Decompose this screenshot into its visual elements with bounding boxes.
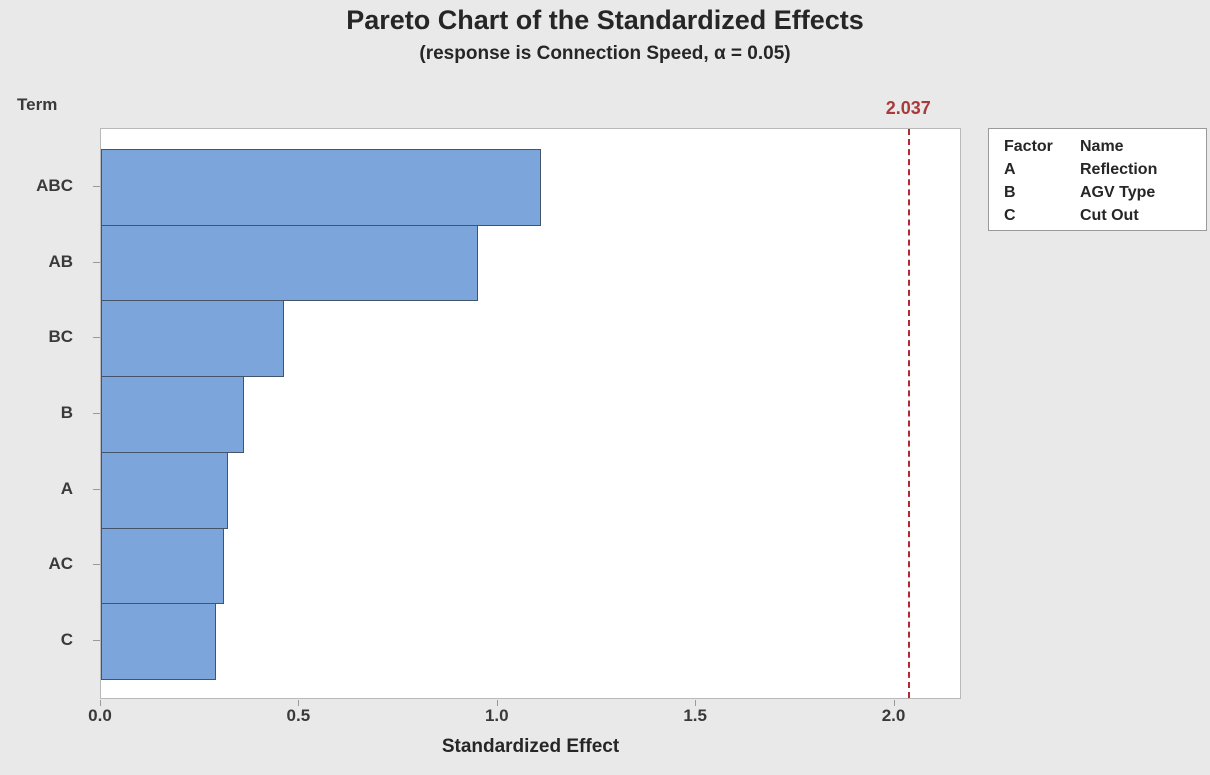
chart-subtitle: (response is Connection Speed, α = 0.05)	[419, 43, 791, 64]
x-axis-ticks	[100, 700, 961, 706]
legend-factor-cell: B	[1004, 184, 1016, 201]
y-tick-mark	[93, 262, 100, 263]
bar-bc	[101, 300, 284, 378]
y-axis-ticks	[93, 128, 100, 699]
x-axis-tick-labels: 0.0 0.5 1.0 1.5 2.0	[88, 706, 961, 728]
plot-area	[100, 128, 961, 699]
x-tick-mark	[100, 700, 101, 706]
y-tick-mark	[93, 564, 100, 565]
legend-name-cell: Cut Out	[1080, 207, 1139, 224]
legend-name-cell: Reflection	[1080, 161, 1158, 178]
bar-abc	[101, 149, 541, 226]
x-tick-label-1.5: 1.5	[683, 706, 707, 725]
chart-title: Pareto Chart of the Standardized Effects	[346, 5, 864, 35]
legend-factor-cell: C	[1004, 207, 1016, 224]
legend-header-name: Name	[1080, 138, 1124, 155]
y-tick-label-ab: AB	[48, 251, 73, 271]
x-tick-mark	[695, 700, 696, 706]
y-tick-mark	[93, 337, 100, 338]
legend-box: Factor Name A Reflection B AGV Type C Cu…	[988, 128, 1207, 231]
x-axis-title: Standardized Effect	[441, 736, 620, 757]
x-tick-label-0.0: 0.0	[88, 706, 112, 725]
y-tick-label-a: A	[60, 478, 73, 498]
y-tick-mark	[93, 489, 100, 490]
y-tick-mark	[93, 186, 100, 187]
legend-name-cell: AGV Type	[1080, 184, 1156, 201]
x-tick-label-1.0: 1.0	[484, 706, 509, 725]
x-tick-mark	[894, 700, 895, 706]
x-tick-label-0.5: 0.5	[286, 706, 311, 725]
y-tick-mark	[93, 640, 100, 641]
legend-header-factor: Factor	[1004, 138, 1053, 155]
reference-line-label: 2.037	[885, 98, 931, 118]
x-tick-mark	[497, 700, 498, 706]
y-tick-label-b: B	[60, 403, 73, 422]
x-tick-label-2.0: 2.0	[881, 706, 906, 725]
y-tick-label-ac: AC	[48, 554, 73, 574]
bar-b	[101, 376, 244, 453]
y-tick-label-abc: ABC	[36, 175, 73, 195]
y-axis-title: Term	[17, 95, 58, 114]
legend-factor-cell: A	[1004, 161, 1016, 178]
y-tick-mark	[93, 413, 100, 414]
y-tick-label-c: C	[60, 630, 73, 650]
legend-grid: Factor Name A Reflection B AGV Type C Cu…	[1004, 136, 1206, 226]
bar-c	[101, 603, 216, 680]
x-tick-mark	[298, 700, 299, 706]
bar-ab	[101, 224, 478, 302]
y-axis-tick-labels: ABC AB BC B A AC C	[0, 128, 92, 699]
y-tick-label-bc: BC	[48, 327, 73, 347]
bar-a	[101, 451, 228, 529]
reference-line	[908, 129, 911, 698]
bar-ac	[101, 527, 224, 605]
